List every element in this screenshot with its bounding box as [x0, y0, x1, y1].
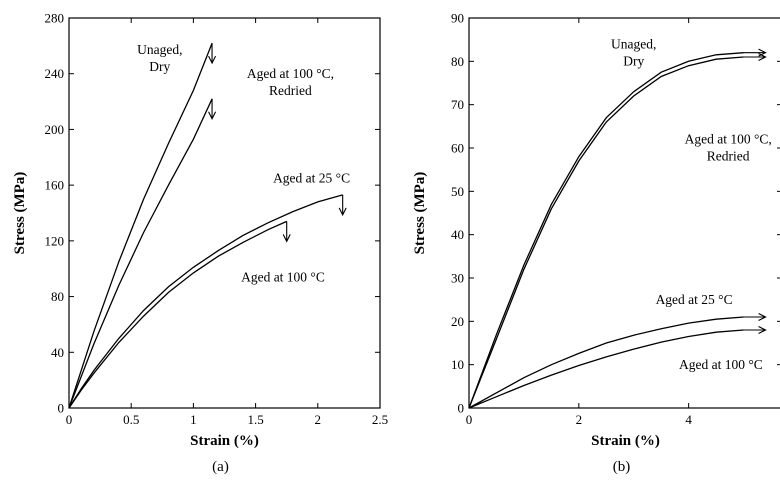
- y-tick-label: 50: [451, 184, 464, 199]
- annotation-line: Unaged,: [137, 42, 182, 57]
- end-arrow-unaged-dry: [208, 43, 217, 65]
- plot-frame: [68, 17, 381, 409]
- annotation-line: Redried: [707, 149, 750, 164]
- end-arrow-aged-at-100-c-redried: [208, 98, 217, 121]
- y-tick-label: 20: [451, 314, 464, 329]
- series-line-aged-at-100-c-redried: [68, 98, 213, 409]
- x-tick-label: 1: [190, 412, 197, 427]
- y-tick-label: 240: [45, 66, 65, 81]
- annotation-line: Redried: [269, 83, 312, 98]
- x-tick-label: 2.5: [372, 412, 388, 427]
- annotation-unaged-dry: Unaged, Dry: [611, 36, 656, 68]
- y-tick-label: 120: [45, 233, 65, 248]
- series-line-aged-at-100-c-redried: [468, 56, 744, 409]
- x-tick-label: 0: [466, 412, 473, 427]
- y-tick-label: 60: [451, 141, 464, 156]
- annotation-line: Dry: [623, 53, 644, 68]
- series-line-aged-at-100-c: [68, 220, 287, 409]
- y-tick-label: 280: [45, 11, 65, 26]
- series-line-aged-at-25-c: [68, 194, 343, 409]
- panel-label: (b): [613, 459, 631, 475]
- annotation-aged-at-25-c: Aged at 25 °C: [656, 292, 733, 307]
- y-tick-label: 30: [451, 271, 464, 286]
- annotation-aged-at-100-c-redried: Aged at 100 °C, Redried: [685, 132, 772, 164]
- annotation-aged-at-100-c-redried: Aged at 100 °C, Redried: [247, 66, 334, 98]
- annotation-aged-at-25-c: Aged at 25 °C: [273, 170, 350, 185]
- y-tick-label: 0: [458, 401, 465, 416]
- x-tick-label: 2: [315, 412, 322, 427]
- end-arrow-aged-at-100-c: [743, 326, 767, 334]
- chart-panel-a: 0 0.5 1 1.5 2 2.5 0 40 80 120 160 200 240 280 Strain (…: [12, 11, 388, 476]
- x-tick-label: 4: [685, 412, 692, 427]
- x-tick-label: 1.5: [247, 412, 263, 427]
- y-tick-label: 10: [451, 357, 464, 372]
- end-arrow-aged-at-25-c: [338, 194, 347, 217]
- x-tick-label: 0: [66, 412, 73, 427]
- annotation-line: Dry: [149, 59, 170, 74]
- annotation-line: Aged at 25 °C: [273, 170, 350, 185]
- x-tick-label: 2: [576, 412, 583, 427]
- annotation-line: Aged at 100 °C,: [685, 132, 772, 147]
- y-tick-label: 80: [451, 54, 464, 69]
- x-axis-label: Strain (%): [190, 433, 259, 449]
- series-line-aged-at-100-c: [468, 329, 744, 409]
- annotation-line: Aged at 100 °C,: [247, 66, 334, 81]
- panel-label: (a): [212, 459, 229, 475]
- annotation-aged-at-100-c: Aged at 100 °C: [241, 269, 325, 284]
- y-tick-label: 80: [51, 289, 64, 304]
- y-axis-label: Stress (MPa): [12, 172, 28, 255]
- y-tick-label: 40: [451, 227, 464, 242]
- series-line-aged-at-25-c: [468, 316, 744, 409]
- plot-frame: [468, 17, 780, 409]
- y-tick-label: 90: [451, 11, 464, 26]
- annotation-line: Unaged,: [611, 36, 656, 51]
- annotation-line: Aged at 100 °C: [679, 357, 763, 372]
- y-axis-label: Stress (MPa): [412, 172, 428, 255]
- annotation-unaged-dry: Unaged, Dry: [137, 42, 182, 74]
- annotation-aged-at-100-c: Aged at 100 °C: [679, 357, 763, 372]
- annotation-line: Aged at 25 °C: [656, 292, 733, 307]
- end-arrow-aged-at-25-c: [743, 313, 767, 321]
- y-tick-label: 0: [58, 401, 65, 416]
- x-axis-label: Strain (%): [591, 433, 660, 449]
- end-arrow-aged-at-100-c: [282, 221, 291, 243]
- y-tick-label: 200: [45, 122, 65, 137]
- y-tick-label: 40: [51, 345, 64, 360]
- end-arrow-aged-at-100-c-redried: [743, 53, 767, 61]
- y-tick-label: 70: [451, 97, 464, 112]
- y-tick-label: 160: [45, 178, 65, 193]
- series-line-unaged-dry: [68, 42, 213, 409]
- x-tick-label: 0.5: [123, 412, 139, 427]
- series-line-unaged-dry: [468, 52, 744, 409]
- annotation-line: Aged at 100 °C: [241, 269, 325, 284]
